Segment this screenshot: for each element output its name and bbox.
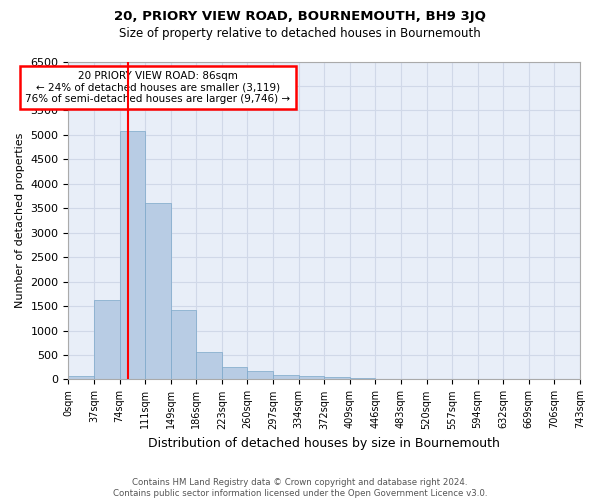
Bar	[171, 310, 196, 380]
X-axis label: Distribution of detached houses by size in Bournemouth: Distribution of detached houses by size …	[148, 437, 500, 450]
Bar	[222, 366, 247, 380]
Y-axis label: Number of detached properties: Number of detached properties	[15, 133, 25, 308]
Bar	[145, 204, 171, 380]
Bar	[94, 300, 119, 380]
Text: Size of property relative to detached houses in Bournemouth: Size of property relative to detached ho…	[119, 28, 481, 40]
Text: 20 PRIORY VIEW ROAD: 86sqm
← 24% of detached houses are smaller (3,119)
76% of s: 20 PRIORY VIEW ROAD: 86sqm ← 24% of deta…	[25, 71, 290, 104]
Bar	[247, 371, 273, 380]
Bar	[273, 374, 299, 380]
Bar	[68, 376, 94, 380]
Text: Contains HM Land Registry data © Crown copyright and database right 2024.
Contai: Contains HM Land Registry data © Crown c…	[113, 478, 487, 498]
Bar	[299, 376, 324, 380]
Bar	[119, 131, 145, 380]
Bar	[196, 352, 222, 380]
Bar	[324, 377, 350, 380]
Text: 20, PRIORY VIEW ROAD, BOURNEMOUTH, BH9 3JQ: 20, PRIORY VIEW ROAD, BOURNEMOUTH, BH9 3…	[114, 10, 486, 23]
Bar	[350, 378, 376, 380]
